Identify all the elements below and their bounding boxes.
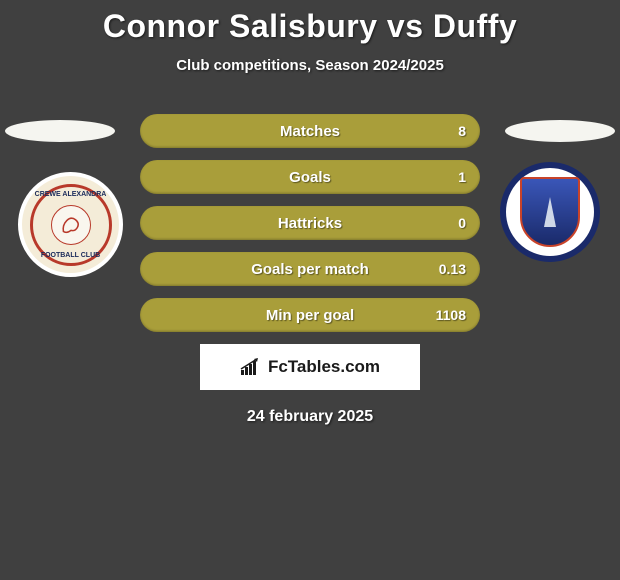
stat-label: Goals: [289, 169, 331, 186]
page-title: Connor Salisbury vs Duffy: [0, 0, 620, 45]
stat-value-right: 0.13: [439, 261, 466, 277]
brand-box: FcTables.com: [200, 344, 420, 390]
lion-icon: [58, 212, 84, 238]
spire-icon: [544, 197, 556, 227]
stat-label: Goals per match: [251, 261, 369, 278]
club-badge-left: CREWE ALEXANDRA FOOTBALL CLUB: [18, 172, 123, 277]
player-left-oval: [5, 120, 115, 142]
footer-date: 24 february 2025: [0, 408, 620, 426]
stat-value-right: 0: [458, 215, 466, 231]
club-badge-left-ring: CREWE ALEXANDRA FOOTBALL CLUB: [30, 184, 112, 266]
player-right-oval: [505, 120, 615, 142]
stat-row-matches: Matches 8: [140, 114, 480, 148]
stats-area: CREWE ALEXANDRA FOOTBALL CLUB Matches 8 …: [0, 114, 620, 426]
stat-row-goals: Goals 1: [140, 160, 480, 194]
brand-text: FcTables.com: [268, 357, 380, 377]
stat-row-hattricks: Hattricks 0: [140, 206, 480, 240]
stat-value-right: 1108: [436, 307, 466, 323]
stat-label: Hattricks: [278, 215, 342, 232]
stat-row-min-per-goal: Min per goal 1108: [140, 298, 480, 332]
stat-value-right: 1: [458, 169, 466, 185]
club-badge-right: [500, 162, 600, 262]
stat-rows: Matches 8 Goals 1 Hattricks 0 Goals per …: [140, 114, 480, 332]
stat-row-goals-per-match: Goals per match 0.13: [140, 252, 480, 286]
club-left-name-top: CREWE ALEXANDRA: [33, 191, 109, 198]
club-right-shield-icon: [520, 177, 580, 247]
club-left-crest-icon: [51, 205, 91, 245]
stat-label: Matches: [280, 123, 340, 140]
bar-chart-icon: [240, 358, 262, 376]
club-left-name-bottom: FOOTBALL CLUB: [33, 252, 109, 259]
stat-label: Min per goal: [266, 307, 354, 324]
stat-value-right: 8: [458, 123, 466, 139]
page-subtitle: Club competitions, Season 2024/2025: [0, 57, 620, 74]
